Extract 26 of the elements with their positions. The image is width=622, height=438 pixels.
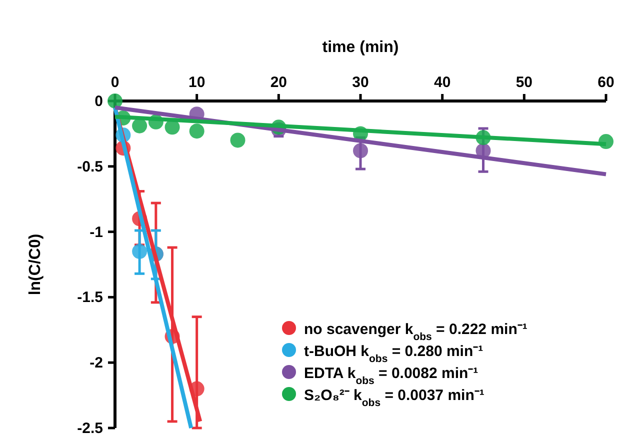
legend-label: EDTA k$_{obs}$ = 0.0082 min⁻¹ xyxy=(304,365,478,387)
y-tick-label: -1 xyxy=(90,224,103,241)
point xyxy=(230,132,246,148)
point xyxy=(189,124,204,139)
legend-label: S₂O₈²⁻ k$_{obs}$ = 0.0037 min⁻¹ xyxy=(304,387,484,409)
point xyxy=(353,143,368,158)
legend-label: t-BuOH k$_{obs}$ = 0.280 min⁻¹ xyxy=(304,343,484,365)
x-tick-label: 40 xyxy=(434,74,451,91)
x-axis-title: time (min) xyxy=(322,39,399,56)
y-tick-label: -1.5 xyxy=(77,289,103,306)
point xyxy=(164,120,180,135)
x-tick-label: 0 xyxy=(110,74,120,91)
point xyxy=(108,94,122,108)
x-tick-label: 10 xyxy=(188,74,206,91)
x-tick-label: 30 xyxy=(352,74,369,91)
y-axis-title: ln(C/C0) xyxy=(27,234,44,296)
y-tick-label: -2.5 xyxy=(77,420,103,437)
y-tick-label: -2 xyxy=(90,354,103,372)
legend-label: no scavenger k$_{obs}$ = 0.222 min⁻¹ xyxy=(304,321,528,343)
y-tick-label: -0.5 xyxy=(77,158,103,176)
point xyxy=(132,118,148,134)
y-tick-label: 0 xyxy=(94,93,103,110)
point xyxy=(132,244,148,259)
x-tick-label: 20 xyxy=(270,74,288,91)
x-tick-label: 60 xyxy=(598,74,614,91)
x-tick-label: 50 xyxy=(516,74,533,91)
